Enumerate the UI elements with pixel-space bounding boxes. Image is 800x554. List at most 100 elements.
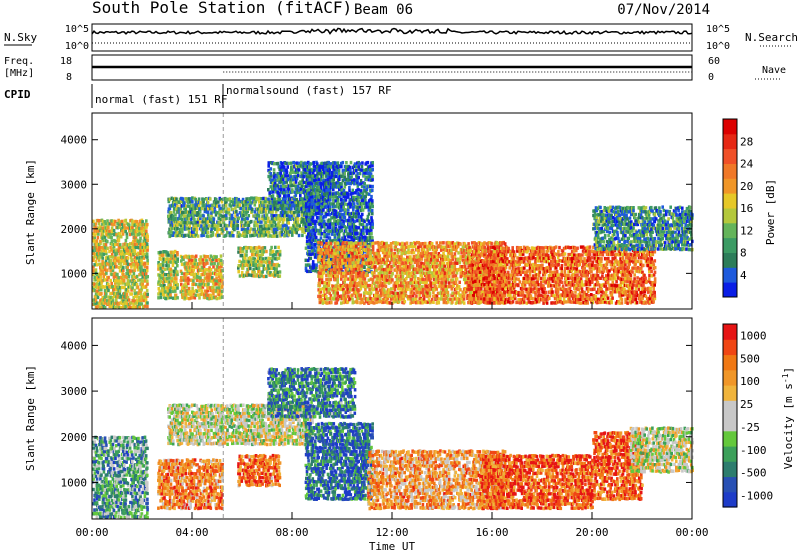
power-cell: [337, 235, 341, 239]
power-cell: [253, 223, 256, 228]
power-cell: [114, 274, 117, 279]
power-cell: [388, 260, 392, 264]
power-cell: [304, 246, 308, 250]
power-cell: [274, 253, 277, 257]
power-cell: [310, 181, 314, 186]
power-cell: [270, 178, 273, 182]
power-cell: [215, 255, 218, 259]
power-cell: [269, 204, 272, 209]
power-cell: [267, 188, 270, 192]
power-cell: [279, 206, 283, 210]
power-cell: [231, 207, 235, 212]
power-cell: [172, 269, 176, 274]
power-cell: [350, 211, 354, 216]
power-cell: [267, 227, 271, 231]
power-cell: [316, 194, 319, 199]
power-cell: [379, 261, 383, 265]
power-cell: [361, 212, 364, 217]
power-cell: [335, 301, 339, 305]
power-cell: [340, 208, 343, 212]
power-cell: [170, 226, 174, 231]
power-cell: [218, 282, 222, 286]
power-cell: [166, 267, 169, 271]
power-cell: [96, 229, 100, 233]
power-cell: [169, 293, 172, 297]
power-cell: [336, 201, 340, 205]
power-cell: [280, 187, 283, 192]
power-cell: [168, 227, 171, 231]
power-cell: [268, 273, 271, 277]
power-cell: [318, 238, 322, 243]
power-cell: [274, 245, 277, 250]
power-cell: [329, 241, 333, 246]
power-cell: [146, 261, 149, 266]
power-cell: [342, 205, 345, 209]
power-cell: [125, 259, 129, 263]
nsky-label: N.Sky: [4, 31, 37, 44]
power-cell: [270, 220, 273, 224]
power-cell: [317, 259, 320, 264]
power-cell: [126, 296, 130, 300]
power-cell: [225, 227, 228, 231]
power-cell: [335, 219, 339, 223]
power-cell: [171, 204, 175, 208]
power-cell: [217, 265, 221, 270]
power-cell: [131, 298, 134, 303]
power-cell: [122, 274, 125, 279]
power-cell: [245, 253, 248, 257]
power-cell: [331, 232, 334, 236]
power-cell: [114, 256, 117, 260]
power-cell: [358, 236, 362, 240]
power-cell: [357, 199, 361, 203]
power-cell: [358, 162, 361, 166]
power-cell: [322, 232, 326, 236]
power-cell: [122, 268, 125, 273]
power-cell: [191, 200, 194, 204]
power-cell: [237, 231, 241, 235]
power-cell: [184, 233, 187, 238]
power-cell: [309, 256, 313, 260]
power-cell: [184, 268, 187, 272]
power-cell: [308, 215, 311, 219]
power-cell: [140, 288, 143, 292]
power-cell: [100, 291, 103, 296]
power-cell: [173, 259, 177, 264]
power-cell: [169, 267, 173, 271]
power-cell: [118, 289, 122, 293]
power-cell: [257, 263, 261, 267]
power-cell: [340, 239, 343, 243]
power-cell: [112, 294, 116, 298]
power-cell: [263, 246, 267, 250]
power-cell: [342, 219, 345, 223]
power-cell: [311, 215, 315, 220]
power-cell: [169, 269, 172, 274]
power-cell: [188, 200, 192, 204]
power-cell: [297, 201, 300, 205]
power-cell: [240, 219, 244, 224]
power-cell: [164, 286, 168, 290]
power-cell: [93, 263, 96, 267]
power-cell: [317, 231, 320, 236]
power-cell: [345, 165, 348, 169]
power-cell: [343, 235, 347, 239]
power-cell: [342, 232, 346, 236]
power-cell: [318, 168, 321, 172]
power-cell: [304, 218, 308, 222]
power-cell: [311, 236, 315, 240]
power-cell: [187, 197, 191, 201]
power-cell: [181, 197, 185, 201]
power-cell: [285, 168, 288, 173]
power-cell: [107, 295, 110, 299]
power-cell: [292, 183, 295, 188]
power-cell: [313, 233, 317, 237]
power-cell: [262, 196, 265, 201]
power-cell: [93, 282, 96, 286]
power-cell: [316, 185, 319, 190]
power-cell: [131, 219, 134, 223]
power-cell: [348, 185, 351, 190]
power-cell: [138, 241, 141, 246]
power-cell: [298, 190, 301, 194]
power-cell: [182, 292, 185, 297]
power-cell: [146, 248, 149, 252]
power-cell: [340, 185, 343, 189]
